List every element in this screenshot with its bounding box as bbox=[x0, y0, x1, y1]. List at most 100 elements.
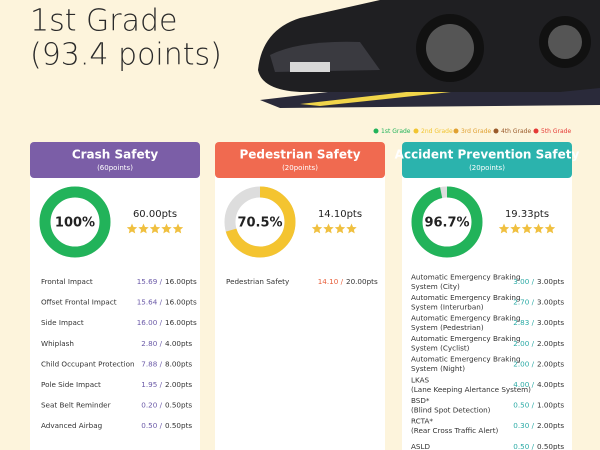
row-max: 0.50pts bbox=[165, 401, 192, 410]
row-name: System (Interurban) bbox=[411, 302, 484, 311]
car-image bbox=[258, 0, 600, 108]
star bbox=[311, 223, 323, 234]
legend-label: 3rd Grade bbox=[461, 128, 491, 135]
row-name: Automatic Emergency Braking bbox=[411, 334, 521, 343]
row-max: 3.00pts bbox=[537, 298, 564, 307]
ring-label: 96.7% bbox=[424, 216, 469, 231]
row-score: 2.00 / bbox=[513, 359, 534, 368]
row-score: 2.83 / bbox=[513, 318, 534, 327]
row-score: 3.00 / bbox=[513, 277, 534, 286]
row-name: LKAS bbox=[411, 375, 430, 384]
star bbox=[161, 223, 172, 234]
row-name: (Lane Keeping Alertance System) bbox=[411, 385, 531, 394]
ring-value bbox=[411, 186, 483, 258]
star-rating bbox=[126, 223, 184, 234]
legend-label: 2nd Grade bbox=[421, 128, 453, 135]
row-max: 16.00pts bbox=[165, 318, 197, 327]
row-name: ASLD bbox=[411, 442, 430, 450]
ring-value bbox=[39, 186, 111, 258]
row-max: 3.00pts bbox=[537, 277, 564, 286]
panel-header bbox=[215, 142, 385, 178]
star-rating bbox=[498, 223, 556, 234]
row-max: 2.00pts bbox=[537, 339, 564, 348]
row-name: Child Occupant Protection bbox=[41, 359, 135, 368]
star bbox=[138, 223, 149, 234]
row-score: 0.50 / bbox=[141, 421, 162, 430]
row-max: 0.50pts bbox=[165, 421, 192, 430]
row-name: Whiplash bbox=[41, 339, 74, 348]
row-score: 0.30 / bbox=[513, 421, 534, 430]
row-name: (Rear Cross Traffic Alert) bbox=[411, 426, 499, 435]
row-max: 3.00pts bbox=[537, 318, 564, 327]
row-score: 1.95 / bbox=[141, 380, 162, 389]
row-name: Automatic Emergency Braking bbox=[411, 313, 521, 322]
row-name: (Blind Spot Detection) bbox=[411, 405, 491, 414]
row-score: 2.70 / bbox=[513, 298, 534, 307]
row-max: 2.00pts bbox=[537, 421, 564, 430]
legend-dot bbox=[493, 128, 499, 134]
row-max: 16.00pts bbox=[165, 298, 197, 307]
row-max: 8.00pts bbox=[165, 359, 192, 368]
star bbox=[346, 223, 357, 234]
row-score: 0.50 / bbox=[513, 442, 534, 450]
panel-title: Pedestrian Safety bbox=[239, 148, 360, 162]
row-max: 2.00pts bbox=[537, 359, 564, 368]
row-score: 15.69 / bbox=[137, 277, 163, 286]
panel-subtitle: (20points) bbox=[469, 164, 505, 172]
star bbox=[149, 223, 161, 234]
row-score: 4.00 / bbox=[513, 380, 534, 389]
row-score: 0.50 / bbox=[513, 401, 534, 410]
row-name: Frontal Impact bbox=[41, 277, 93, 286]
panel-title: Accident Prevention Safety bbox=[395, 148, 580, 162]
row-name: System (City) bbox=[411, 282, 460, 291]
row-name: RCTA* bbox=[411, 416, 433, 425]
page-title: (93.4 points) bbox=[30, 38, 222, 73]
star bbox=[544, 223, 556, 234]
panel-header bbox=[402, 142, 572, 178]
page-title: 1st Grade bbox=[30, 4, 177, 39]
row-name: System (Night) bbox=[411, 364, 465, 373]
legend-label: 4th Grade bbox=[501, 128, 531, 135]
legend-label: 5th Grade bbox=[541, 128, 571, 135]
panel-title: Crash Safety bbox=[72, 148, 159, 162]
row-name: Pedestrian Safety bbox=[226, 277, 290, 286]
panel-body bbox=[30, 170, 200, 450]
legend-dot bbox=[453, 128, 459, 134]
row-name: System (Pedestrian) bbox=[411, 323, 484, 332]
star bbox=[334, 223, 346, 234]
row-score: 0.20 / bbox=[141, 401, 162, 410]
star bbox=[521, 223, 533, 234]
total-points: 14.10pts bbox=[318, 209, 362, 220]
total-points: 60.00pts bbox=[133, 209, 177, 220]
row-name: Pole Side Impact bbox=[41, 380, 101, 389]
row-max: 0.50pts bbox=[537, 442, 564, 450]
legend-label: 1st Grade bbox=[381, 128, 411, 135]
star bbox=[498, 223, 510, 234]
star bbox=[323, 223, 334, 234]
star-rating bbox=[311, 223, 357, 234]
row-name: BSD* bbox=[411, 396, 430, 405]
panel-body bbox=[215, 170, 385, 450]
row-name: Advanced Airbag bbox=[41, 421, 102, 430]
legend-dot bbox=[533, 128, 539, 134]
row-name: Seat Belt Reminder bbox=[41, 401, 111, 410]
row-score: 16.00 / bbox=[137, 318, 163, 327]
panel-body bbox=[402, 170, 572, 450]
star bbox=[510, 223, 521, 234]
ring-value bbox=[224, 186, 296, 258]
row-name: Offset Frontal Impact bbox=[41, 298, 117, 307]
ring-label: 70.5% bbox=[237, 216, 282, 231]
row-max: 16.00pts bbox=[165, 277, 197, 286]
row-score: 7.88 / bbox=[141, 359, 162, 368]
row-name: Side Impact bbox=[41, 318, 84, 327]
total-points: 19.33pts bbox=[505, 209, 549, 220]
row-max: 2.00pts bbox=[165, 380, 192, 389]
row-name: Automatic Emergency Braking bbox=[411, 355, 521, 364]
legend-dot bbox=[373, 128, 379, 134]
star bbox=[533, 223, 544, 234]
star bbox=[126, 223, 138, 234]
row-name: Automatic Emergency Braking bbox=[411, 293, 521, 302]
row-max: 20.00pts bbox=[346, 277, 378, 286]
row-score: 2.00 / bbox=[513, 339, 534, 348]
